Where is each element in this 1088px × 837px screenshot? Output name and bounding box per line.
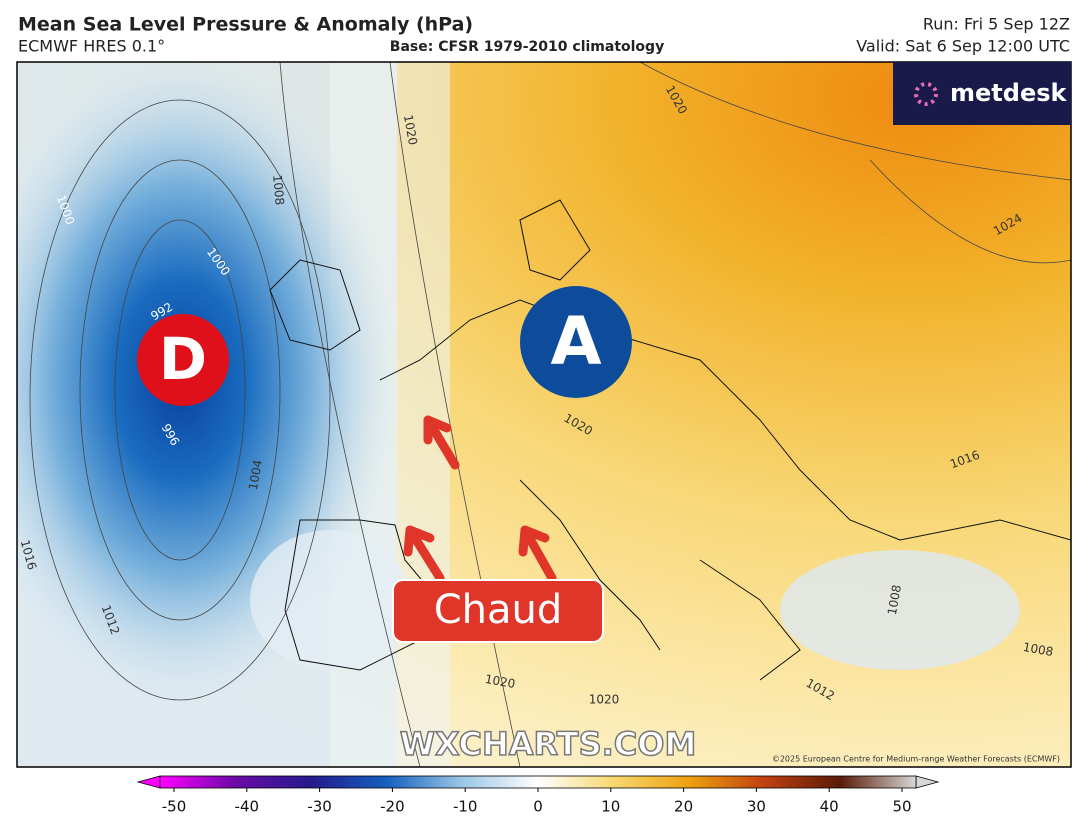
colorbar-max-arrow — [915, 775, 940, 789]
colorbar-tick-label: -40 — [235, 798, 260, 816]
callout-box — [392, 579, 604, 643]
run: Run: Fri 5 Sep 12Z — [923, 15, 1070, 34]
callout: Chaud — [434, 587, 563, 633]
colorbar-tick-label: -50 — [162, 798, 187, 816]
contour-label: 1008 — [1022, 640, 1055, 659]
colorbar-tick-label: -10 — [453, 798, 478, 816]
low-marker — [137, 314, 229, 406]
colorbar: -50 -40 -30 -20 -10 0 10 20 30 40 50 — [136, 775, 940, 816]
colorbar-tick-label: -20 — [380, 798, 405, 816]
low-label: D — [159, 325, 207, 393]
valid: Valid: Sat 6 Sep 12:00 UTC — [856, 37, 1070, 56]
high-marker — [520, 286, 632, 398]
colorbar-bar — [159, 775, 917, 789]
high-label: A — [550, 303, 601, 380]
watermark: WXCHARTS.COM — [400, 725, 697, 763]
map: 1020102010241008100010009929961004101610… — [17, 62, 1071, 767]
colorbar-min-arrow — [136, 775, 161, 789]
coastlines — [269, 199, 1071, 681]
map-frame — [16, 61, 1072, 768]
colorbar-tick-label: 10 — [601, 798, 620, 816]
contour-label: 1020 — [484, 672, 517, 691]
logo-box — [893, 62, 1071, 125]
colorbar-tick-label: 20 — [674, 798, 693, 816]
copyright: ©2025 European Centre for Medium-range W… — [772, 755, 1060, 764]
colorbar-tick-label: -30 — [307, 798, 332, 816]
title: Mean Sea Level Pressure & Anomaly (hPa) — [18, 14, 473, 36]
cool-patch — [780, 550, 1020, 670]
colorbar-tick-label: 40 — [820, 798, 839, 816]
arrows — [403, 415, 557, 583]
base: Base: CFSR 1979-2010 climatology — [390, 39, 664, 55]
logo-icon — [914, 82, 938, 106]
contour-label: 1008 — [885, 584, 904, 617]
colorbar-tick-label: 0 — [533, 798, 543, 816]
contour-label: 1004 — [246, 459, 265, 492]
contour-label: 1008 — [270, 174, 287, 206]
colorbar-tick-label: 30 — [747, 798, 766, 816]
contour-label: 1020 — [589, 693, 620, 707]
colorbar-tick-label: 50 — [892, 798, 911, 816]
contour-label: 1020 — [401, 114, 420, 147]
model: ECMWF HRES 0.1° — [18, 37, 165, 56]
iberia-patch — [250, 530, 410, 670]
logo: metdesk — [950, 79, 1068, 107]
